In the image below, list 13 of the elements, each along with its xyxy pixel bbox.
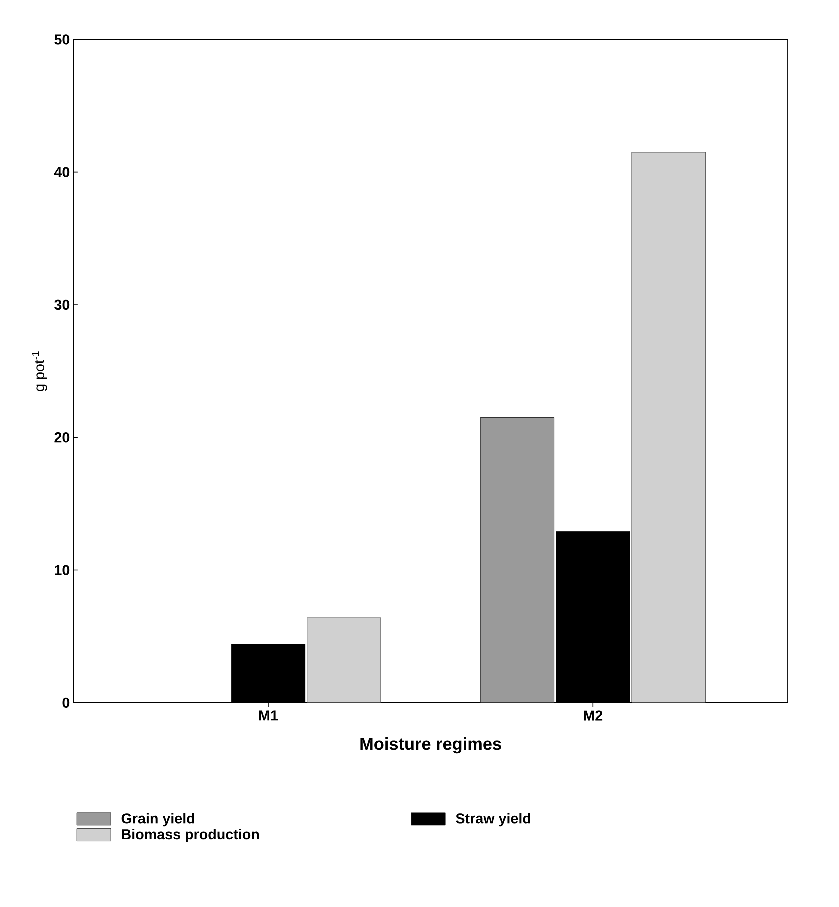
- x-tick-label: M1: [259, 710, 278, 721]
- legend-label: Straw yield: [456, 813, 531, 827]
- y-tick-label: 30: [54, 300, 70, 310]
- legend-label: Biomass production: [122, 829, 260, 842]
- y-tick-label: 10: [55, 565, 70, 576]
- y-tick-label: 40: [54, 167, 70, 178]
- y-tick-label: 50: [54, 34, 70, 45]
- y-tick-label: 20: [54, 432, 70, 443]
- x-axis-title: Moisture regimes: [360, 738, 502, 754]
- legend-label: Grain yield: [122, 813, 194, 827]
- x-tick-label: M2: [584, 710, 603, 721]
- y-tick-label: 0: [62, 698, 70, 708]
- y-axis-title: g pot$^{-1}$: [32, 352, 48, 392]
